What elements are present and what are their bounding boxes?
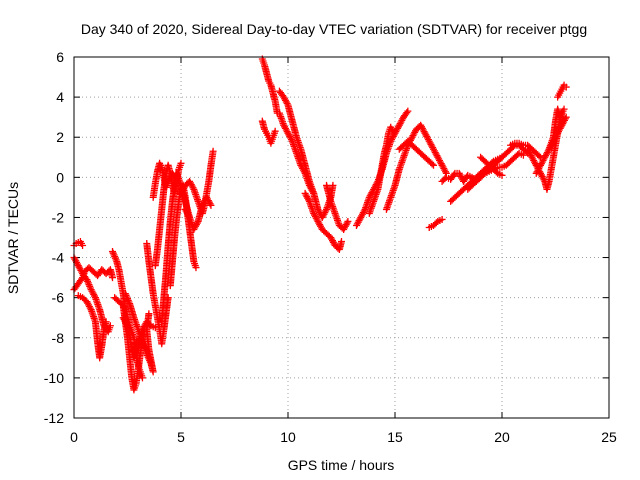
series-arc-16: [258, 55, 281, 117]
x-tick-label: 10: [280, 429, 296, 445]
series-arc-20: [301, 189, 345, 254]
series-arc-36: [554, 81, 570, 101]
y-tick-label: 2: [56, 129, 64, 145]
series-arc-15: [181, 193, 215, 233]
y-tick-label: -2: [52, 209, 65, 225]
x-tick-label: 5: [177, 429, 185, 445]
plus-markers: [70, 238, 87, 250]
x-tick-label: 15: [387, 429, 403, 445]
plus-markers: [275, 109, 318, 197]
plus-markers: [395, 137, 438, 169]
plus-markers: [258, 55, 281, 117]
y-tick-label: 0: [56, 169, 64, 185]
plus-markers: [382, 121, 450, 213]
series-arc-31: [477, 153, 506, 179]
series-arc-11: [158, 169, 194, 326]
plus-markers: [554, 81, 570, 101]
y-tick-label: -10: [44, 370, 64, 386]
series-arc-24: [382, 121, 450, 213]
series-arc-35: [545, 105, 568, 153]
series-arc-19: [275, 109, 318, 197]
plot-frame: [73, 56, 610, 419]
plus-markers: [143, 240, 172, 348]
tick-labels: 0 5 10 15 20 25 -12 -10 -8 -6 -4 -2 0 2 4 6: [44, 49, 617, 445]
plus-markers: [425, 215, 446, 231]
plus-markers: [545, 105, 568, 153]
y-tick-label: -6: [52, 290, 65, 306]
y-tick-label: -8: [52, 330, 65, 346]
series-arc-29: [464, 141, 532, 193]
series-arc-21: [323, 181, 352, 233]
series-arc-26: [425, 215, 446, 231]
series-arc-4: [74, 292, 110, 362]
chart-title: Day 340 of 2020, Sidereal Day-to-day VTE…: [81, 21, 587, 37]
plus-markers: [301, 189, 345, 254]
plus-markers: [507, 139, 545, 161]
y-tick-label: 4: [56, 89, 64, 105]
series-arc-32: [507, 139, 545, 161]
plus-markers: [477, 153, 506, 179]
series-arc-9: [143, 240, 172, 348]
data-points: [70, 55, 570, 394]
plus-markers: [158, 169, 194, 326]
series-arc-8: [119, 314, 159, 362]
series-arc-23: [365, 123, 397, 217]
x-tick-label: 20: [494, 429, 510, 445]
x-tick-label: 25: [601, 429, 617, 445]
plus-markers: [258, 117, 279, 147]
plus-markers: [119, 314, 159, 362]
plus-markers: [323, 181, 352, 233]
plus-markers: [464, 141, 532, 193]
plus-markers: [365, 123, 397, 217]
x-tick-label: 0: [70, 429, 78, 445]
series-arc-17: [258, 117, 279, 147]
series-arc-25: [395, 137, 438, 169]
series-arc-1: [70, 238, 87, 250]
y-tick-label: 6: [56, 49, 64, 65]
series-arc-13: [149, 159, 181, 201]
plus-markers: [149, 159, 181, 201]
y-tick-label: -4: [52, 250, 65, 266]
plus-markers: [74, 292, 110, 362]
grid: [74, 57, 609, 418]
x-axis-label: GPS time / hours: [288, 457, 395, 473]
y-axis-label: SDTVAR / TECUs: [5, 182, 21, 294]
plus-markers: [181, 193, 215, 233]
y-tick-label: -12: [44, 410, 64, 426]
